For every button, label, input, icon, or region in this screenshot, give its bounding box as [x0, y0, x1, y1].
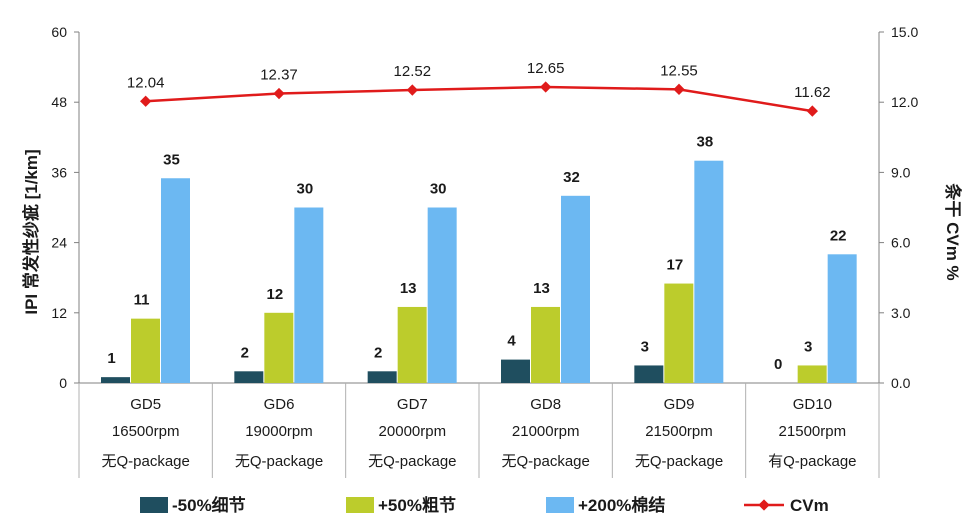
bar: [694, 160, 724, 383]
bar: [531, 306, 560, 383]
bar-value-label: 35: [163, 151, 180, 168]
bar-value-label: 13: [400, 280, 417, 297]
bar-value-label: 22: [830, 227, 847, 244]
legend-swatch: [546, 497, 574, 513]
bar-value-label: 3: [641, 338, 649, 355]
legend-swatch: [140, 497, 168, 513]
category-package-label: 无Q-package: [368, 453, 456, 470]
bar: [367, 371, 397, 383]
bar: [161, 178, 190, 383]
category-rpm-label: 21000rpm: [512, 423, 580, 440]
cvm-point: [406, 84, 418, 96]
bar-value-label: 1: [107, 350, 115, 367]
y-tick-left-label: 36: [51, 164, 67, 180]
legend-swatch: [346, 497, 374, 513]
category-label: GD10: [793, 396, 832, 413]
legend-label: +50%粗节: [378, 495, 456, 515]
bar-value-label: 4: [507, 333, 516, 350]
y-tick-right-label: 0.0: [891, 375, 911, 391]
cvm-value-label: 12.65: [527, 60, 565, 77]
y-tick-left-label: 60: [51, 24, 67, 40]
bar-value-label: 12: [266, 286, 283, 303]
category-label: GD8: [530, 396, 561, 413]
legend-swatch-marker: [758, 499, 770, 511]
cvm-value-label: 12.52: [394, 63, 432, 80]
bar: [397, 306, 427, 383]
category-label: GD6: [264, 396, 295, 413]
cvm-point: [540, 81, 552, 93]
category-rpm-label: 19000rpm: [245, 423, 313, 440]
bar-value-label: 3: [804, 338, 812, 355]
category-table: GD5 16500rpm 无Q-package GD6 19000rpm 无Q-packa…: [78, 383, 880, 478]
bar: [101, 377, 130, 383]
category-rpm-label: 20000rpm: [379, 423, 447, 440]
category-label: GD7: [397, 396, 428, 413]
cvm-value-label: 12.55: [660, 62, 698, 79]
category-package-label: 无Q-package: [101, 453, 189, 470]
y-tick-left-label: 24: [51, 235, 67, 251]
cvm-point: [673, 83, 685, 95]
bar-value-label: 17: [666, 257, 683, 274]
bar: [264, 312, 294, 383]
bar: [131, 318, 160, 383]
cvm-line-path: [145, 85, 813, 113]
category-package-label: 有Q-package: [768, 453, 856, 470]
bar: [501, 359, 530, 383]
category-rpm-label: 21500rpm: [779, 423, 847, 440]
y-tick-right-label: 15.0: [891, 24, 918, 40]
y-tick-left-label: 12: [51, 305, 67, 321]
y-tick-left-label: 0: [59, 375, 67, 391]
legend-label: CVm: [790, 496, 829, 515]
y-tick-right-label: 6.0: [891, 235, 911, 251]
category-label: GD5: [130, 396, 161, 413]
bar: [827, 254, 857, 383]
y-axis-left-title: IPI 常发性纱疵 [1/km]: [21, 149, 41, 314]
bar-value-label: 30: [430, 181, 447, 198]
category-package-label: 无Q-package: [235, 453, 323, 470]
bar: [561, 195, 590, 383]
bar: [427, 207, 457, 383]
cvm-point: [140, 95, 152, 107]
bar-value-label: 32: [563, 169, 580, 186]
bars: [101, 160, 857, 383]
category-rpm-label: 16500rpm: [112, 423, 180, 440]
legend: -50%细节 +50%粗节 +200%棉结 CVm: [140, 495, 829, 515]
bar-value-label: 30: [296, 181, 313, 198]
category-label: GD9: [664, 396, 695, 413]
cvm-point: [273, 87, 285, 100]
bar: [797, 365, 827, 383]
cvm-value-label: 12.37: [260, 67, 298, 84]
bar-value-label: 2: [374, 344, 382, 361]
category-package-label: 无Q-package: [635, 453, 723, 470]
category-rpm-label: 21500rpm: [645, 423, 713, 440]
bar: [294, 207, 324, 383]
bar-value-label: 2: [241, 344, 249, 361]
y-axis-right-title: 条干 CVm %: [943, 182, 963, 280]
bar: [664, 283, 694, 383]
bar-value-label: 11: [134, 292, 150, 309]
bar-value-label: 38: [696, 134, 713, 151]
y-tick-right-label: 9.0: [891, 164, 911, 180]
cvm-value-label: 11.62: [794, 84, 830, 101]
y-tick-right-label: 12.0: [891, 94, 918, 110]
bar-value-label: 13: [533, 280, 550, 297]
y-tick-right-label: 3.0: [891, 305, 911, 321]
bar: [634, 365, 664, 383]
cvm-line: [140, 81, 818, 117]
cvm-value-label: 12.04: [127, 74, 165, 91]
bar-value-label: 0: [774, 356, 782, 373]
legend-label: +200%棉结: [578, 495, 665, 515]
legend-label: -50%细节: [172, 495, 246, 515]
category-package-label: 无Q-package: [501, 453, 589, 470]
bar: [234, 371, 264, 383]
cvm-point: [806, 105, 818, 117]
y-tick-left-label: 48: [51, 94, 67, 110]
